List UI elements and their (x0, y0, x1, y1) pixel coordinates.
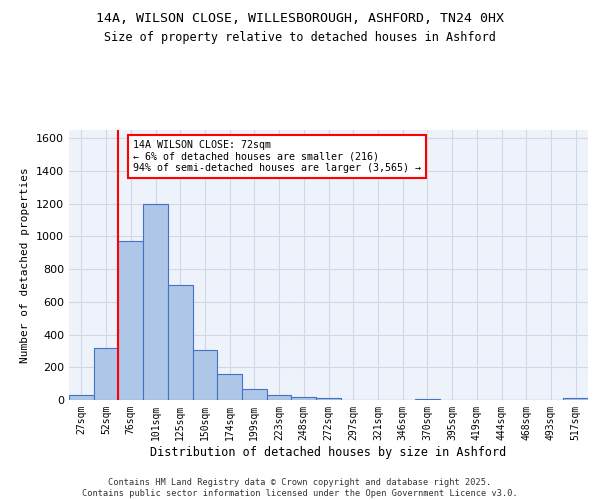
Bar (217, 374, 242, 400)
Text: Contains HM Land Registry data © Crown copyright and database right 2025.
Contai: Contains HM Land Registry data © Crown c… (82, 478, 518, 498)
Bar (242, 388, 267, 400)
Bar (415, 398, 440, 400)
Text: Size of property relative to detached houses in Ashford: Size of property relative to detached ho… (104, 31, 496, 44)
Bar (292, 396, 316, 400)
Bar (193, 350, 217, 400)
Bar (267, 395, 292, 400)
X-axis label: Distribution of detached houses by size in Ashford: Distribution of detached houses by size … (151, 446, 506, 458)
Bar (563, 398, 588, 400)
Text: 14A WILSON CLOSE: 72sqm
← 6% of detached houses are smaller (216)
94% of semi-de: 14A WILSON CLOSE: 72sqm ← 6% of detached… (133, 140, 421, 173)
Bar (316, 398, 341, 400)
Bar (69, 396, 94, 400)
Y-axis label: Number of detached properties: Number of detached properties (20, 167, 31, 363)
Bar (118, 242, 143, 400)
Text: 14A, WILSON CLOSE, WILLESBOROUGH, ASHFORD, TN24 0HX: 14A, WILSON CLOSE, WILLESBOROUGH, ASHFOR… (96, 12, 504, 26)
Bar (94, 348, 118, 400)
Bar (143, 204, 168, 400)
Bar (168, 286, 193, 400)
